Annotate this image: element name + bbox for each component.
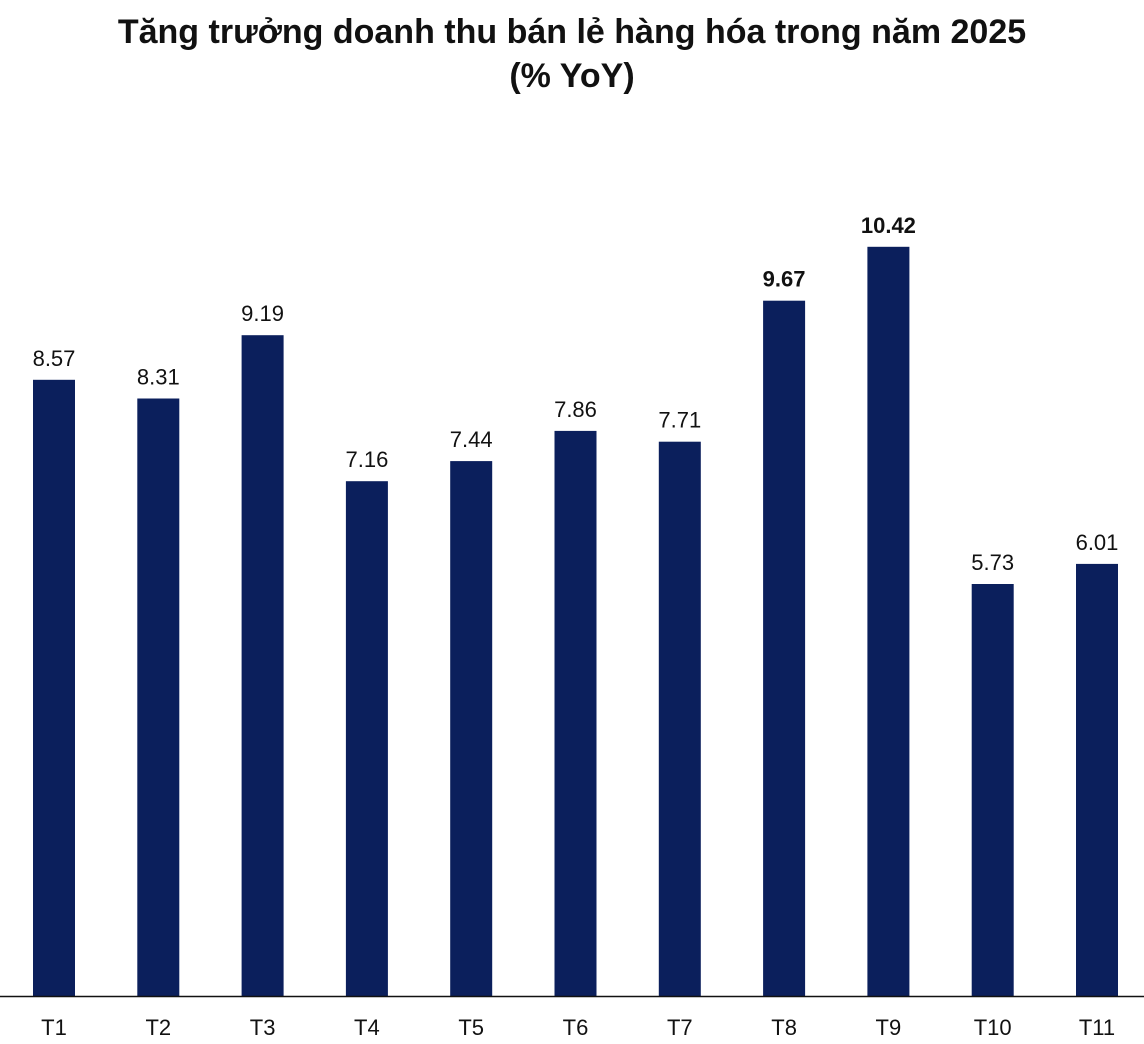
value-label-T10: 5.73 (971, 550, 1014, 575)
x-tick-label-T3: T3 (250, 1015, 276, 1040)
value-label-T7: 7.71 (658, 408, 701, 433)
x-tick-label-T8: T8 (771, 1015, 797, 1040)
bar-T10 (971, 584, 1014, 996)
bar-T11 (1076, 563, 1118, 996)
value-label-T11: 6.01 (1076, 530, 1119, 555)
chart-title-block: Tăng trưởng doanh thu bán lẻ hàng hóa tr… (0, 10, 1144, 98)
value-label-T9: 10.42 (861, 213, 916, 238)
bar-T3 (241, 335, 284, 996)
bar-T7 (658, 441, 701, 996)
x-tick-label-T4: T4 (354, 1015, 380, 1040)
value-label-T8: 9.67 (763, 267, 806, 292)
value-label-T3: 9.19 (241, 301, 284, 326)
value-label-T1: 8.57 (33, 346, 76, 371)
value-label-T5: 7.44 (450, 427, 493, 452)
bar-T6 (554, 430, 597, 996)
chart-subtitle: (% YoY) (509, 57, 635, 95)
x-tick-label-T9: T9 (876, 1015, 902, 1040)
value-label-T4: 7.16 (345, 447, 388, 472)
bar-T5 (450, 461, 493, 997)
x-tick-label-T2: T2 (145, 1015, 171, 1040)
bar-T9 (867, 246, 910, 997)
x-tick-label-T6: T6 (563, 1015, 589, 1040)
bar-T8 (763, 300, 806, 996)
chart-title: Tăng trưởng doanh thu bán lẻ hàng hóa tr… (117, 13, 1027, 51)
x-tick-label-T7: T7 (667, 1015, 693, 1040)
x-tick-label-T1: T1 (41, 1015, 67, 1040)
x-tick-label-T11: T11 (1079, 1015, 1115, 1040)
value-label-T6: 7.86 (554, 397, 597, 422)
x-tick-label-T5: T5 (458, 1015, 484, 1040)
bar-T2 (137, 398, 180, 996)
x-tick-label-T10: T10 (974, 1015, 1012, 1040)
value-label-T2: 8.31 (137, 365, 180, 390)
bar-T1 (33, 379, 75, 996)
bar-T4 (345, 481, 388, 996)
